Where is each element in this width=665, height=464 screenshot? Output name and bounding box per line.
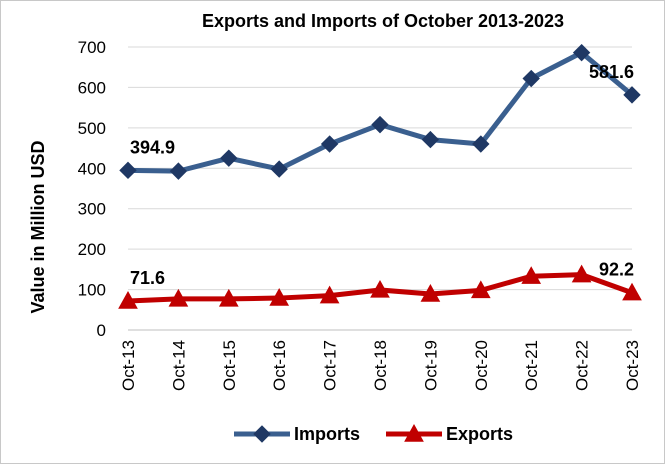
x-tick-label: Oct-17 bbox=[321, 340, 340, 391]
data-label: 581.6 bbox=[589, 62, 634, 82]
data-point bbox=[370, 279, 390, 298]
data-point bbox=[220, 149, 238, 167]
y-tick-label: 700 bbox=[78, 38, 106, 57]
gridlines bbox=[128, 46, 632, 291]
data-point bbox=[270, 160, 288, 178]
chart-title: Exports and Imports of October 2013-2023 bbox=[202, 11, 564, 31]
x-tick-label: Oct-22 bbox=[573, 340, 592, 391]
legend-label-imports: Imports bbox=[294, 424, 360, 444]
data-point bbox=[472, 135, 490, 153]
data-labels: 394.9 581.6 71.6 92.2 bbox=[130, 62, 634, 288]
x-tick-label: Oct-18 bbox=[371, 340, 390, 391]
data-point bbox=[521, 266, 542, 284]
data-label: 92.2 bbox=[599, 260, 634, 280]
data-point bbox=[470, 280, 491, 299]
x-tick-label: Oct-14 bbox=[169, 340, 188, 391]
y-tick-labels: 0 100 200 300 400 500 600 700 bbox=[78, 38, 106, 340]
x-tick-labels: Oct-13 Oct-14 Oct-15 Oct-16 Oct-17 Oct-18 Oct-… bbox=[119, 340, 642, 391]
data-label: 71.6 bbox=[130, 268, 165, 288]
data-point bbox=[320, 135, 339, 153]
data-point bbox=[420, 283, 441, 302]
y-tick-label: 600 bbox=[78, 78, 106, 97]
data-point bbox=[253, 425, 271, 443]
y-tick-label: 0 bbox=[97, 321, 106, 340]
x-tick-label: Oct-16 bbox=[270, 340, 289, 391]
data-point bbox=[319, 285, 340, 304]
x-tick-label: Oct-13 bbox=[119, 340, 138, 391]
series-group bbox=[118, 43, 642, 309]
y-axis-label: Value in Million USD bbox=[28, 140, 48, 313]
x-tick-label: Oct-23 bbox=[623, 340, 642, 391]
data-point bbox=[522, 69, 540, 88]
data-point bbox=[571, 264, 592, 283]
data-point bbox=[169, 162, 188, 180]
data-point bbox=[623, 86, 641, 104]
data-point bbox=[118, 291, 138, 309]
legend: Imports Exports bbox=[234, 423, 513, 444]
x-tick-label: Oct-15 bbox=[220, 340, 239, 391]
data-point bbox=[404, 423, 424, 442]
y-tick-label: 100 bbox=[78, 281, 106, 300]
data-point bbox=[572, 43, 591, 62]
y-tick-label: 300 bbox=[78, 200, 106, 219]
data-point bbox=[269, 288, 290, 306]
y-tick-label: 500 bbox=[78, 119, 106, 138]
data-point bbox=[218, 288, 239, 307]
x-tick-label: Oct-21 bbox=[522, 340, 541, 391]
y-tick-label: 400 bbox=[78, 159, 106, 178]
data-point bbox=[168, 288, 189, 307]
legend-label-exports: Exports bbox=[446, 424, 513, 444]
y-tick-label: 200 bbox=[78, 240, 106, 259]
data-point bbox=[371, 115, 389, 134]
x-tick-label: Oct-19 bbox=[421, 340, 440, 391]
data-point bbox=[622, 282, 642, 301]
data-point bbox=[119, 161, 137, 180]
data-point bbox=[421, 130, 440, 149]
series-line-imports bbox=[125, 50, 635, 174]
x-tick-label: Oct-20 bbox=[472, 340, 491, 391]
data-label: 394.9 bbox=[130, 137, 175, 157]
